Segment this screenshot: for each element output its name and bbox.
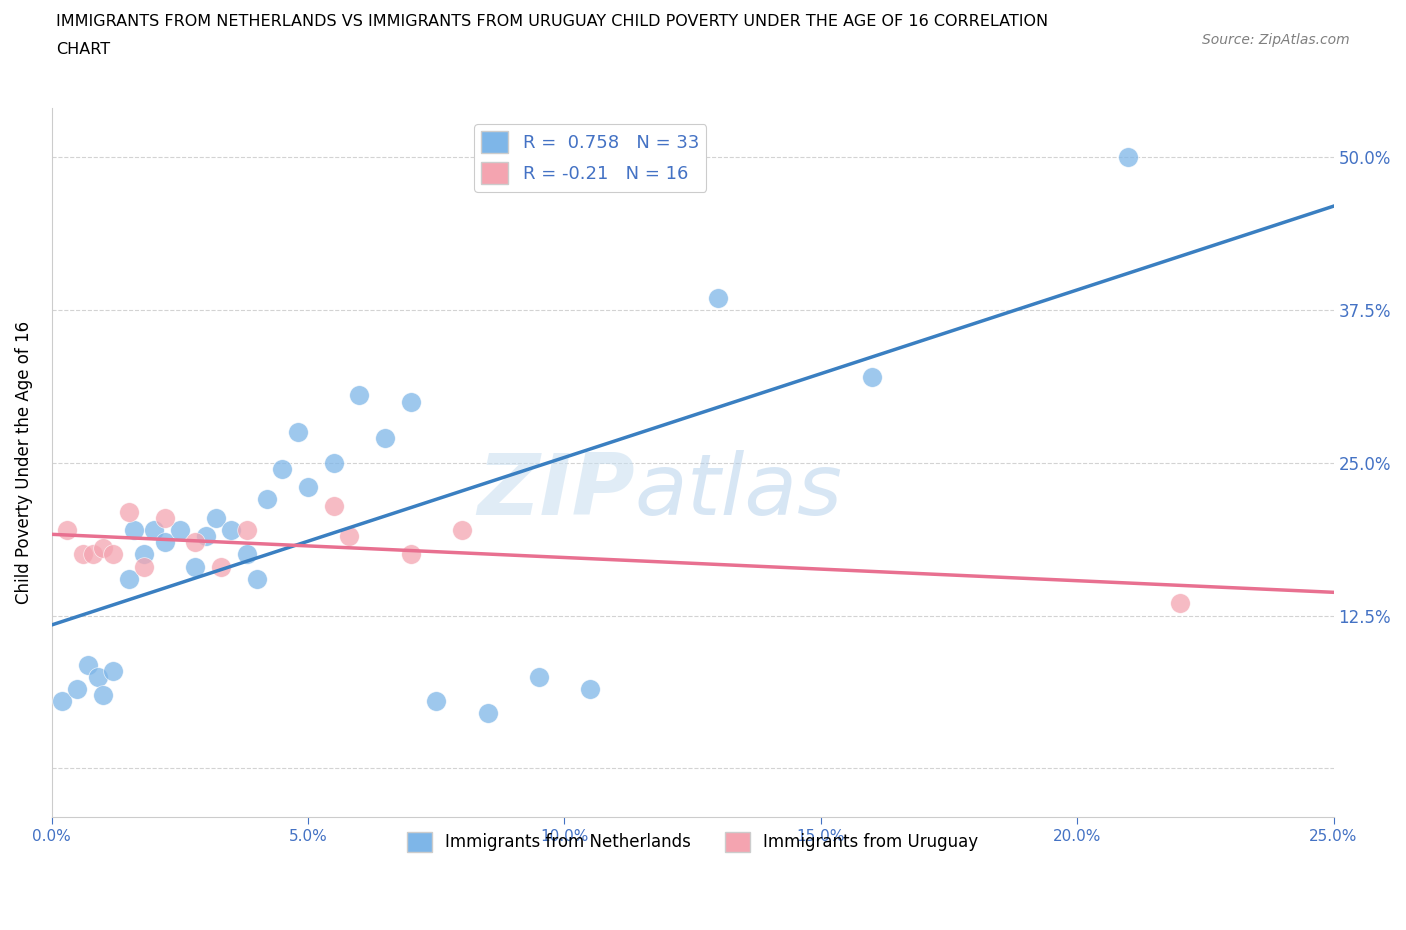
Point — [322, 456, 344, 471]
Point — [256, 492, 278, 507]
Point — [425, 694, 447, 709]
Point — [76, 658, 98, 672]
Point — [297, 480, 319, 495]
Point — [143, 523, 166, 538]
Point — [1118, 150, 1140, 165]
Point — [132, 547, 155, 562]
Point — [451, 523, 474, 538]
Point — [1168, 596, 1191, 611]
Point — [87, 670, 110, 684]
Point — [82, 547, 104, 562]
Point — [235, 523, 257, 538]
Point — [219, 523, 242, 538]
Point — [72, 547, 94, 562]
Point — [169, 523, 191, 538]
Point — [204, 511, 226, 525]
Text: ZIP: ZIP — [477, 449, 636, 533]
Point — [337, 528, 360, 543]
Point — [132, 559, 155, 574]
Point — [103, 547, 125, 562]
Point — [118, 504, 141, 519]
Text: atlas: atlas — [636, 449, 844, 533]
Point — [56, 523, 79, 538]
Point — [287, 425, 309, 440]
Point — [349, 388, 371, 403]
Text: Source: ZipAtlas.com: Source: ZipAtlas.com — [1202, 33, 1350, 46]
Point — [246, 571, 269, 586]
Point — [51, 694, 73, 709]
Point — [235, 547, 257, 562]
Point — [374, 431, 396, 445]
Text: CHART: CHART — [56, 42, 110, 57]
Point — [527, 670, 550, 684]
Text: IMMIGRANTS FROM NETHERLANDS VS IMMIGRANTS FROM URUGUAY CHILD POVERTY UNDER THE A: IMMIGRANTS FROM NETHERLANDS VS IMMIGRANT… — [56, 14, 1049, 29]
Point — [153, 511, 176, 525]
Point — [66, 682, 89, 697]
Point — [399, 547, 422, 562]
Point — [153, 535, 176, 550]
Y-axis label: Child Poverty Under the Age of 16: Child Poverty Under the Age of 16 — [15, 321, 32, 604]
Point — [271, 461, 294, 476]
Point — [103, 663, 125, 678]
Point — [209, 559, 232, 574]
Point — [184, 559, 207, 574]
Point — [707, 290, 730, 305]
Point — [322, 498, 344, 513]
Point — [91, 687, 114, 702]
Point — [860, 369, 883, 384]
Legend: Immigrants from Netherlands, Immigrants from Uruguay: Immigrants from Netherlands, Immigrants … — [401, 825, 984, 858]
Point — [399, 394, 422, 409]
Point — [194, 528, 217, 543]
Point — [118, 571, 141, 586]
Point — [579, 682, 602, 697]
Point — [477, 706, 499, 721]
Point — [184, 535, 207, 550]
Point — [122, 523, 145, 538]
Point — [91, 541, 114, 556]
